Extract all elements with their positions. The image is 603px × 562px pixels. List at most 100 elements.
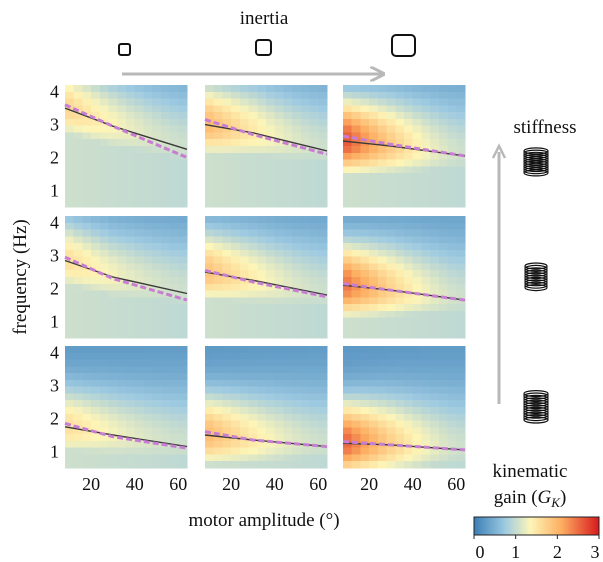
heatmap-cell	[239, 105, 250, 113]
heatmap-cell	[360, 427, 370, 435]
heatmap-cell	[205, 105, 215, 113]
heatmap-cell	[274, 159, 285, 167]
heatmap-cell	[369, 304, 379, 312]
heatmap-cell	[126, 379, 136, 388]
heatmap-cell	[318, 310, 328, 319]
heatmap-cell	[169, 159, 179, 167]
heatmap-cell	[239, 346, 250, 354]
heatmap-cell	[126, 440, 136, 449]
heatmap-cell	[239, 132, 250, 140]
heatmap-cell	[99, 393, 110, 401]
heatmap-cell	[266, 400, 276, 408]
heatmap-cell	[178, 270, 188, 278]
heatmap-cell	[65, 112, 75, 120]
heatmap-cell	[239, 179, 250, 188]
heatmap-cell	[292, 297, 302, 305]
heatmap-cell	[73, 118, 84, 127]
heatmap-cell	[447, 118, 457, 127]
heatmap-cell	[73, 461, 84, 469]
heatmap-cell	[248, 112, 258, 120]
heatmap-cell	[386, 359, 396, 367]
heatmap-cell	[205, 222, 215, 231]
colorbar	[473, 516, 600, 536]
heatmap-cell	[438, 216, 449, 224]
heatmap-cell	[126, 85, 136, 93]
heatmap-cell	[126, 186, 136, 195]
heatmap-cell	[283, 112, 293, 120]
heatmap-cell	[231, 400, 241, 408]
heatmap-cell	[248, 407, 258, 415]
heatmap-cell	[213, 310, 224, 319]
heatmap-cell	[134, 277, 145, 285]
heatmap-cell	[160, 193, 171, 201]
heatmap-cell	[292, 112, 302, 120]
heatmap-cell	[82, 256, 92, 265]
heatmap-cell	[360, 373, 370, 381]
heatmap-cell	[108, 379, 118, 388]
heatmap-cell	[300, 112, 311, 120]
heatmap-cell	[292, 159, 302, 167]
heatmap-cell	[231, 132, 241, 140]
heatmap-cell	[99, 386, 110, 395]
heatmap-cell	[143, 440, 153, 449]
heatmap-cell	[283, 420, 293, 428]
heatmap-cell	[421, 324, 431, 332]
heatmap-cell	[421, 420, 431, 428]
heatmap-cell	[292, 125, 302, 134]
heatmap-cell	[395, 125, 405, 134]
heatmap-cell	[447, 331, 457, 339]
heatmap-cell	[205, 112, 215, 120]
heatmap-cell	[169, 236, 179, 244]
heatmap-cell	[266, 454, 276, 462]
heatmap-cell	[143, 352, 153, 361]
heatmap-cell	[99, 105, 110, 113]
heatmap-cell	[169, 105, 179, 113]
heatmap-cell	[152, 407, 162, 415]
heatmap-cell	[266, 146, 276, 154]
heatmap-cell	[178, 159, 188, 167]
heatmap-cell	[248, 139, 258, 147]
heatmap-cell	[292, 193, 302, 201]
heatmap-cell	[438, 229, 449, 237]
heatmap-cell	[369, 310, 379, 319]
heatmap-cell	[309, 256, 319, 265]
heatmap-cell	[91, 139, 101, 147]
heatmap-cell	[283, 166, 293, 174]
heatmap-cell	[377, 118, 388, 127]
heatmap-cell	[239, 270, 250, 278]
heatmap-cell	[369, 461, 379, 469]
heatmap-cell	[300, 152, 311, 161]
heatmap-cell	[404, 173, 414, 181]
heatmap-cell	[447, 310, 457, 319]
heatmap-cell	[73, 379, 84, 388]
heatmap-cell	[274, 346, 285, 354]
heatmap-cell	[266, 331, 276, 339]
heatmap-cell	[239, 400, 250, 408]
heatmap-cell	[274, 324, 285, 332]
heatmap-cell	[395, 186, 405, 195]
heatmap-cell	[292, 379, 302, 388]
heatmap-cell	[309, 304, 319, 312]
heatmap-cells	[65, 216, 188, 339]
heatmap-cell	[108, 427, 118, 435]
heatmap-cell	[117, 179, 127, 188]
heatmap-cell	[404, 379, 414, 388]
heatmap-cell	[99, 256, 110, 265]
heatmap-cell	[257, 352, 267, 361]
heatmap-cell	[117, 366, 127, 374]
heatmap-cell	[99, 297, 110, 305]
heatmap-cell	[65, 297, 75, 305]
heatmap-cell	[377, 249, 388, 258]
heatmap-cell	[283, 229, 293, 237]
heatmap-cell	[82, 166, 92, 174]
heatmap-cell	[351, 193, 362, 201]
heatmap-cell	[369, 454, 379, 462]
heatmap-cell	[447, 152, 457, 161]
heatmap-cell	[369, 263, 379, 271]
heatmap-cell	[134, 85, 145, 93]
heatmap-cell	[82, 132, 92, 140]
heatmap-cell	[143, 249, 153, 258]
heatmap-cell	[266, 324, 276, 332]
heatmap-cell	[108, 393, 118, 401]
heatmap-cell	[213, 152, 224, 161]
